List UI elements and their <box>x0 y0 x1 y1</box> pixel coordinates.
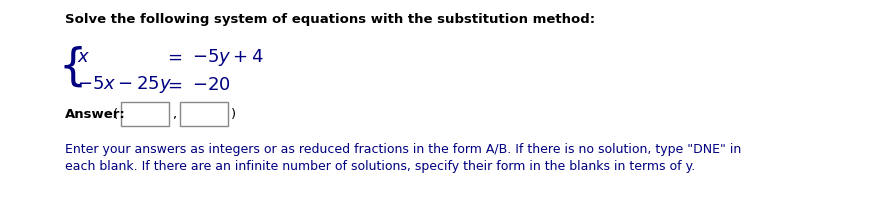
Text: Answer:: Answer: <box>64 108 125 121</box>
Text: $\{$: $\{$ <box>58 44 83 89</box>
Text: $-5x-25y$: $-5x-25y$ <box>76 74 172 95</box>
Text: $=$: $=$ <box>163 48 182 66</box>
Text: each blank. If there are an infinite number of solutions, specify their form in : each blank. If there are an infinite num… <box>64 160 695 173</box>
FancyBboxPatch shape <box>180 102 229 126</box>
Text: ): ) <box>231 108 236 121</box>
Text: ,: , <box>172 108 176 121</box>
Text: $-5y+4$: $-5y+4$ <box>192 46 263 67</box>
FancyBboxPatch shape <box>121 102 169 126</box>
Text: $x$: $x$ <box>76 48 90 66</box>
Text: $-20$: $-20$ <box>192 76 230 94</box>
Text: $=$: $=$ <box>163 76 182 94</box>
Text: (: ( <box>113 108 118 121</box>
Text: Solve the following system of equations with the substitution method:: Solve the following system of equations … <box>64 13 594 26</box>
Text: Enter your answers as integers or as reduced fractions in the form A/B. If there: Enter your answers as integers or as red… <box>64 143 740 156</box>
